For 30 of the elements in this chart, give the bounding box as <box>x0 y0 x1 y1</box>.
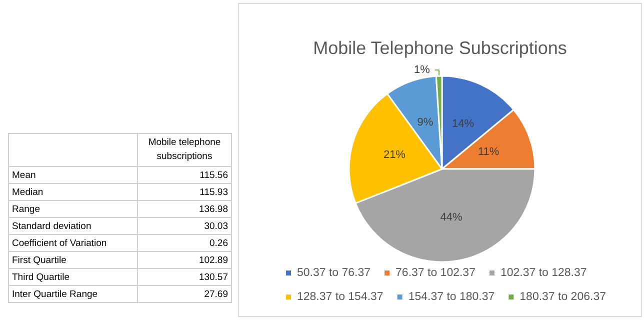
category-label: Third Quartile <box>8 268 138 286</box>
chart-title: Mobile Telephone Subscriptions <box>313 38 567 58</box>
data-label: 44% <box>440 212 462 224</box>
category-label: Mean <box>8 166 138 184</box>
data-label: 0.26 <box>138 234 232 252</box>
category-label: Coefficient of Variation <box>8 234 138 252</box>
data-label: 115.93 <box>138 184 232 200</box>
data-label: 115.56 <box>138 166 232 184</box>
legend-label: 180.37 to 206.37 <box>520 291 606 303</box>
category-label: Range <box>8 200 138 218</box>
data-label: 11% <box>478 146 500 158</box>
text: Mobile telephone subscriptions <box>138 134 232 166</box>
legend-label: 154.37 to 180.37 <box>408 291 495 303</box>
data-label: 130.57 <box>138 268 232 286</box>
legend-label: 128.37 to 154.37 <box>297 291 384 303</box>
data-label: 136.98 <box>138 200 232 218</box>
data-label: 102.89 <box>138 252 232 268</box>
data-label: 21% <box>383 149 406 162</box>
category-label: Median <box>8 184 138 200</box>
legend-label: 50.37 to 76.37 <box>297 267 371 279</box>
data-label: 30.03 <box>138 218 232 234</box>
category-label: Standard deviation <box>8 218 138 234</box>
category-label: Inter Quartile Range <box>8 286 138 302</box>
data-label: 1% <box>414 64 430 76</box>
legend-label: 102.37 to 128.37 <box>500 267 587 279</box>
data-label: 14% <box>452 118 474 130</box>
data-label: 9% <box>417 116 434 128</box>
category-label: First Quartile <box>8 252 138 268</box>
data-label: 27.69 <box>138 286 232 302</box>
legend-label: 76.37 to 102.37 <box>396 267 476 279</box>
